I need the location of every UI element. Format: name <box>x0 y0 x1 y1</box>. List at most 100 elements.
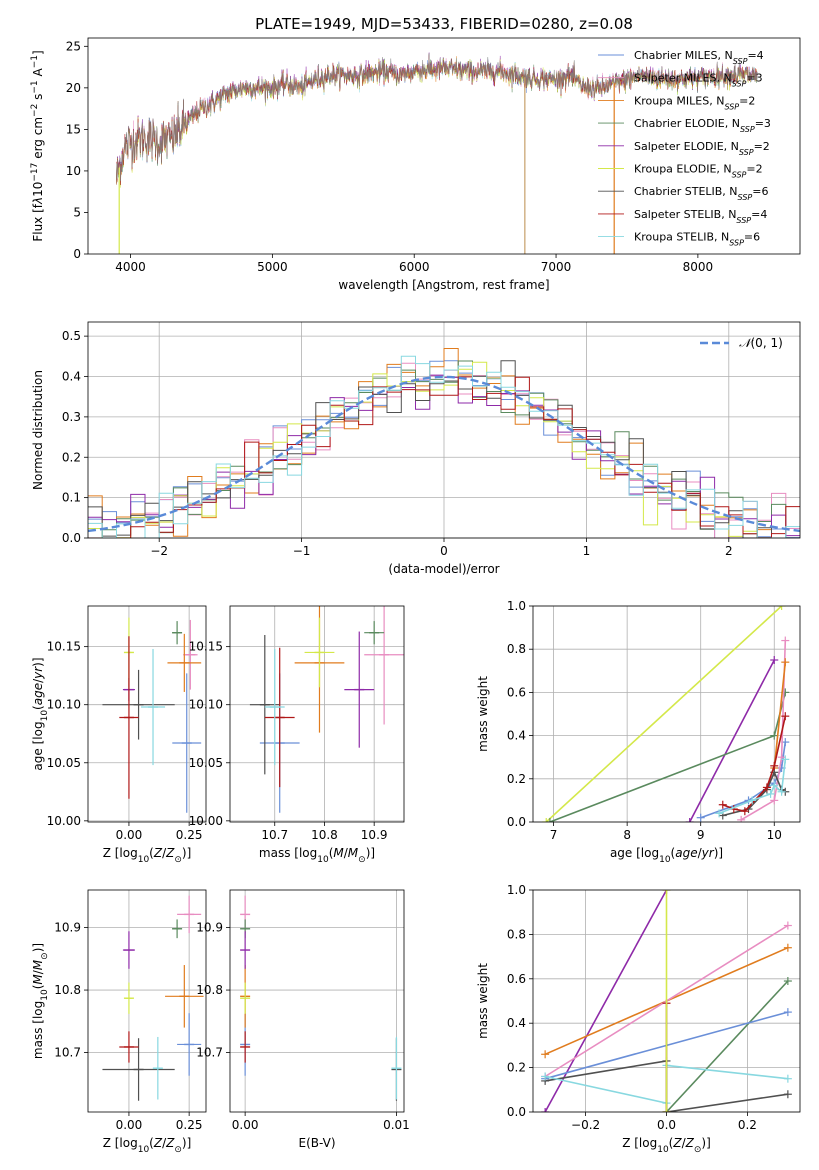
x-tick-label: 8 <box>623 828 631 842</box>
plot-area <box>541 890 792 1112</box>
panel-weight-vs-age: 7 8 9 10 0.0 0.2 0.4 0.6 0.8 1.0 age [log10(age/yr… <box>476 599 801 865</box>
y-tick-label: 0.5 <box>62 329 81 343</box>
y-tick-label: 0.8 <box>507 927 526 941</box>
plot-area <box>102 895 204 1101</box>
weight-marker-kroupa-miles <box>783 943 792 952</box>
y-tick-label: 10 <box>66 164 81 178</box>
y-tick-label: 15 <box>66 122 81 136</box>
panel-weight-vs-Z: −0.2 0.0 0.2 0.0 0.2 0.4 0.6 0.8 1.0 Z [log10(Z/Z… <box>476 883 801 1155</box>
y-axis-label: mass [log10(M/M⊙)] <box>31 943 50 1059</box>
point-kroupa-miles <box>165 965 204 1028</box>
weight-marker-kroupa-stelib <box>748 796 757 805</box>
y-axis-label: Normed distribution <box>31 370 45 490</box>
y-axis-label: mass weight <box>476 676 490 752</box>
point-chabrier-elodie <box>172 621 183 645</box>
y-tick-label: 10.15 <box>189 640 223 654</box>
weight-marker-kroupa-miles <box>541 1050 550 1059</box>
x-tick-label: 4000 <box>115 260 146 274</box>
point-salpeter-stelib <box>119 1031 139 1063</box>
y-axis-label: age [log10(age/yr)] <box>31 657 50 770</box>
y-tick-label: 10.10 <box>47 698 81 712</box>
point-salpeter-stelib <box>264 647 295 788</box>
weight-line-chabrier-miles <box>700 741 787 819</box>
weight-marker-salpeter-stelib <box>740 807 749 816</box>
point-kroupa-stelib <box>264 648 285 766</box>
weight-line-kroupa-elodie <box>545 606 783 822</box>
y-tick-label: 10.00 <box>47 814 81 828</box>
weight-marker-kroupa-stelib <box>541 1072 550 1081</box>
x-tick-label: 0.2 <box>738 1118 757 1132</box>
weight-marker-salpeter-miles <box>783 921 792 930</box>
x-axis-label: mass [log10(M/M⊙)] <box>259 846 375 865</box>
y-tick-label: 1.0 <box>507 599 526 613</box>
legend-label-chabrier-elodie: Chabrier ELODIE, NSSP=3 <box>634 117 771 134</box>
weight-marker-salpeter-elodie <box>770 656 779 664</box>
legend-label-salpeter-elodie: Salpeter ELODIE, NSSP=2 <box>634 140 770 157</box>
y-tick-label: 0.0 <box>507 1105 526 1119</box>
point-chabrier-miles <box>177 1013 202 1076</box>
x-axis-label: Z [log10(Z/Z⊙)] <box>622 1136 711 1155</box>
weight-marker-chabrier-elodie <box>783 977 792 986</box>
x-tick-label: −0.2 <box>571 1118 600 1132</box>
axes-frame <box>532 605 801 823</box>
plot-area <box>102 617 202 813</box>
point-salpeter-elodie <box>344 631 375 748</box>
point-salpeter-stelib <box>119 636 139 799</box>
axes-frame <box>532 889 801 1113</box>
weight-marker-kroupa-stelib <box>770 781 779 790</box>
point-chabrier-elodie <box>172 919 183 939</box>
y-tick-label: 10.05 <box>189 756 223 770</box>
x-tick-label: 6000 <box>399 260 430 274</box>
point-chabrier-elodie <box>364 621 385 645</box>
point-kroupa-stelib <box>140 648 166 766</box>
y-tick-label: 10.05 <box>47 756 81 770</box>
weight-marker-chabrier-miles <box>696 813 705 822</box>
y-tick-label: 0 <box>73 247 81 261</box>
weight-marker-chabrier-stelib <box>783 1090 792 1099</box>
histogram-chabrier-stelib <box>88 360 800 538</box>
legend-label-chabrier-stelib: Chabrier STELIB, NSSP=6 <box>634 185 768 202</box>
y-tick-label: 10.8 <box>196 983 223 997</box>
y-tick-label: 10.8 <box>54 983 81 997</box>
weight-line-salpeter-elodie <box>544 890 668 1112</box>
weight-marker-kroupa-stelib <box>783 1074 792 1083</box>
axes-frame <box>87 889 207 1113</box>
panel-spectrum: 4000 5000 6000 7000 8000 0 5 10 15 20 25 wavelength… <box>30 37 801 292</box>
legend-label-kroupa-elodie: Kroupa ELODIE, NSSP=2 <box>634 163 763 180</box>
weight-marker-kroupa-elodie <box>542 818 551 822</box>
y-tick-label: 25 <box>66 39 81 53</box>
y-tick-label: 0.0 <box>62 531 81 545</box>
x-tick-label: 0.00 <box>116 1118 143 1132</box>
point-chabrier-stelib <box>102 669 175 740</box>
x-tick-label: 0.00 <box>232 1118 259 1132</box>
y-tick-label: 0.2 <box>507 772 526 786</box>
normal-reference-curve <box>88 375 800 533</box>
y-axis-label: mass weight <box>476 963 490 1039</box>
x-tick-label: 0.25 <box>176 828 203 842</box>
y-tick-label: 10.00 <box>189 814 223 828</box>
axes-frame <box>229 889 405 1113</box>
x-tick-label: 5000 <box>257 260 288 274</box>
y-tick-label: 10.7 <box>196 1046 223 1060</box>
spectrum-legend: Chabrier MILES, NSSP=4 Salpeter MILES, NS… <box>598 49 771 247</box>
point-salpeter-miles <box>177 895 202 934</box>
x-tick-label: 7 <box>550 828 558 842</box>
y-tick-label: 0.2 <box>507 1061 526 1075</box>
y-tick-label: 10.7 <box>54 1046 81 1060</box>
point-chabrier-miles <box>172 673 202 813</box>
y-tick-label: 0.2 <box>62 450 81 464</box>
x-tick-label: 1 <box>583 544 591 558</box>
y-tick-label: 0.8 <box>507 642 526 656</box>
y-tick-label: 0.4 <box>507 1016 526 1030</box>
x-axis-label: age [log10(age/yr)] <box>610 846 723 865</box>
point-salpeter-elodie <box>240 931 251 969</box>
weight-marker-chabrier-elodie <box>545 818 554 822</box>
weight-marker-kroupa-elodie <box>662 890 671 894</box>
plot-area <box>116 52 758 254</box>
plot-area <box>240 895 402 1101</box>
weight-line-kroupa-miles <box>773 662 787 769</box>
point-salpeter-elodie <box>122 931 135 969</box>
x-tick-label: −2 <box>150 544 168 558</box>
y-tick-label: 10.15 <box>47 640 81 654</box>
x-tick-label: 0.01 <box>383 1118 410 1132</box>
